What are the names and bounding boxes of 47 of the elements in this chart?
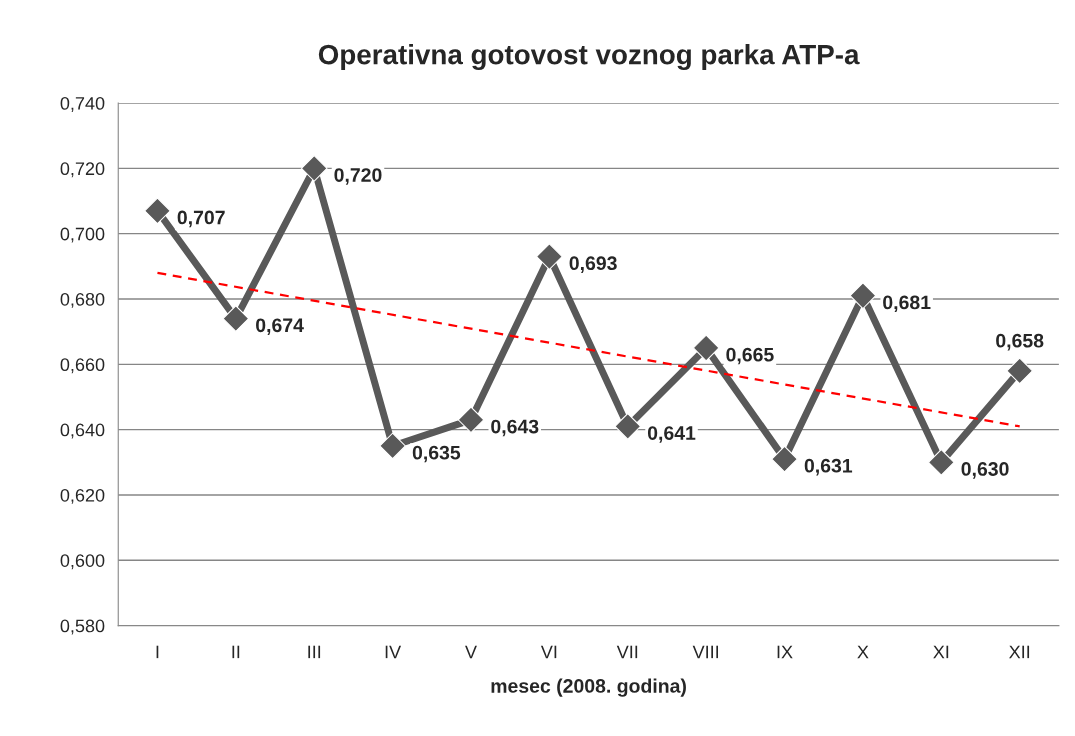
y-tick-label: 0,740	[60, 96, 105, 112]
point	[928, 449, 955, 476]
data-label: 0,707	[177, 210, 225, 228]
x-tick-label: V	[465, 645, 477, 659]
data-label: 0,641	[647, 426, 696, 443]
data-label: 0,720	[334, 168, 382, 185]
x-tick-label: XI	[933, 645, 949, 659]
point	[379, 432, 406, 460]
data-label: 0,630	[961, 462, 1009, 479]
x-tick-label: III	[308, 645, 321, 659]
point	[457, 406, 485, 434]
y-tick-label: 0,700	[60, 227, 105, 243]
x-tick-label: VIII	[692, 645, 719, 659]
y-tick-label: 0,580	[60, 619, 105, 635]
x-axis-title: mesec (2008. godina)	[491, 678, 686, 697]
x-tick-label: X	[857, 645, 869, 659]
data-label: 0,635	[412, 445, 461, 463]
x-tick-label: IX	[777, 645, 793, 659]
y-tick-label: 0,600	[60, 554, 105, 570]
x-tick-label: VII	[616, 645, 638, 659]
point	[849, 282, 877, 310]
y-tick-label: 0,720	[60, 162, 105, 178]
x-tick-label: XII	[1009, 645, 1030, 659]
point	[1006, 357, 1033, 385]
data-label: 0,643	[491, 419, 539, 437]
y-tick-label: 0,640	[60, 423, 105, 439]
data-label: 0,658	[996, 333, 1044, 351]
point	[771, 445, 798, 473]
point	[614, 413, 642, 440]
data-label: 0,693	[569, 256, 617, 273]
data-label: 0,674	[256, 318, 304, 335]
x-tick-label: VI	[540, 645, 557, 659]
data-label: 0,631	[804, 458, 853, 476]
y-tick-label: 0,680	[60, 292, 105, 308]
x-tick-label: II	[232, 645, 240, 659]
y-tick-label: 0,660	[60, 358, 105, 374]
point	[692, 334, 720, 362]
point	[300, 155, 328, 182]
point	[144, 197, 171, 225]
chart-title: Operativna gotovost voznog parka ATP-a	[318, 44, 860, 71]
point	[536, 243, 563, 270]
x-tick-label: IV	[385, 645, 402, 659]
y-tick-label: 0,620	[60, 488, 105, 504]
point	[222, 305, 250, 332]
data-label: 0,681	[883, 295, 931, 313]
data-label: 0,665	[726, 347, 774, 365]
x-tick-label: I	[156, 645, 159, 659]
